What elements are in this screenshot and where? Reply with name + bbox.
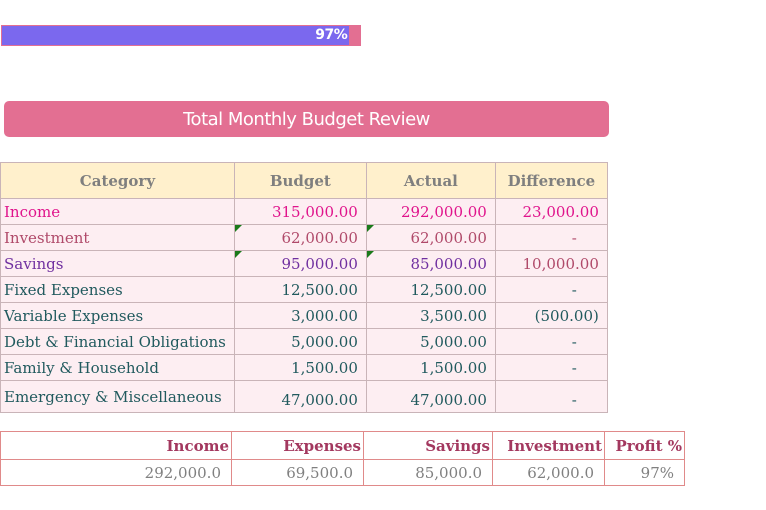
- table-row: Investment 62,000.00 62,000.00-: [0, 224, 608, 251]
- table-row: Debt & Financial Obligations 5,000.00 5,00…: [0, 328, 608, 355]
- summary-header-investment: Investment: [492, 431, 605, 460]
- cell-budget[interactable]: 47,000.00: [233, 380, 367, 413]
- cell-actual[interactable]: 62,000.00: [365, 224, 496, 251]
- cell-actual[interactable]: 5,000.00: [365, 328, 496, 355]
- progress-fill: 97%: [2, 26, 350, 45]
- cell-category[interactable]: Income: [0, 198, 235, 225]
- cell-actual[interactable]: 47,000.00: [365, 380, 496, 413]
- cell-budget[interactable]: 3,000.00: [233, 302, 367, 329]
- summary-header-profit: Profit %: [604, 431, 685, 460]
- summary-header-savings: Savings: [363, 431, 493, 460]
- cell-category[interactable]: Debt & Financial Obligations: [0, 328, 235, 355]
- cell-difference[interactable]: -: [494, 276, 608, 303]
- cell-actual[interactable]: 12,500.00: [365, 276, 496, 303]
- cell-budget[interactable]: 12,500.00: [233, 276, 367, 303]
- cell-difference[interactable]: -: [494, 354, 608, 381]
- summary-header-row: Income Expenses Savings Investment Profi…: [0, 431, 685, 460]
- progress-label: 97%: [315, 27, 348, 43]
- summary-profit[interactable]: 97%: [604, 459, 685, 486]
- cell-difference[interactable]: 10,000.00: [494, 250, 608, 277]
- header-budget: Budget: [233, 162, 367, 199]
- summary-header-income: Income: [0, 431, 232, 460]
- cell-category[interactable]: Investment: [0, 224, 235, 251]
- cell-budget[interactable]: 315,000.00: [233, 198, 367, 225]
- cell-actual[interactable]: 1,500.00: [365, 354, 496, 381]
- cell-budget[interactable]: 95,000.00: [233, 250, 367, 277]
- header-difference: Difference: [494, 162, 608, 199]
- table-row: Income 315,000.00 292,000.00 23,000.00: [0, 198, 608, 225]
- cell-category[interactable]: Family & Household: [0, 354, 235, 381]
- cell-budget[interactable]: 5,000.00: [233, 328, 367, 355]
- profit-progress-bar: 97%: [1, 25, 361, 46]
- cell-difference[interactable]: -: [494, 380, 608, 413]
- summary-savings[interactable]: 85,000.0: [363, 459, 493, 486]
- cell-budget[interactable]: 62,000.00: [233, 224, 367, 251]
- cell-difference[interactable]: -: [494, 224, 608, 251]
- header-actual: Actual: [365, 162, 496, 199]
- cell-category[interactable]: Variable Expenses: [0, 302, 235, 329]
- cell-category[interactable]: Savings: [0, 250, 235, 277]
- page-title: Total Monthly Budget Review: [4, 101, 609, 137]
- summary-expenses[interactable]: 69,500.0: [231, 459, 364, 486]
- cell-budget[interactable]: 1,500.00: [233, 354, 367, 381]
- cell-difference[interactable]: 23,000.00: [494, 198, 608, 225]
- cell-category[interactable]: Emergency & Miscellaneous: [0, 380, 235, 413]
- summary-table: Income Expenses Savings Investment Profi…: [0, 431, 685, 486]
- summary-income[interactable]: 292,000.0: [0, 459, 232, 486]
- cell-difference[interactable]: (500.00): [494, 302, 608, 329]
- summary-investment[interactable]: 62,000.0: [492, 459, 605, 486]
- table-row: Variable Expenses 3,000.00 3,500.00 (500.00…: [0, 302, 608, 329]
- budget-table: Category Budget Actual Difference Income…: [0, 162, 608, 413]
- cell-actual[interactable]: 85,000.00: [365, 250, 496, 277]
- cell-actual[interactable]: 292,000.00: [365, 198, 496, 225]
- table-row: Emergency & Miscellaneous 47,000.00 47,000…: [0, 380, 608, 413]
- table-row: Savings 95,000.00 85,000.00 10,000.00: [0, 250, 608, 277]
- summary-value-row: 292,000.0 69,500.0 85,000.0 62,000.0 97%: [0, 459, 685, 486]
- cell-actual[interactable]: 3,500.00: [365, 302, 496, 329]
- summary-header-expenses: Expenses: [231, 431, 364, 460]
- cell-difference[interactable]: -: [494, 328, 608, 355]
- table-row: Family & Household 1,500.00 1,500.00-: [0, 354, 608, 381]
- table-row: Fixed Expenses 12,500.00 12,500.00-: [0, 276, 608, 303]
- cell-category[interactable]: Fixed Expenses: [0, 276, 235, 303]
- header-category: Category: [0, 162, 235, 199]
- table-header-row: Category Budget Actual Difference: [0, 162, 608, 199]
